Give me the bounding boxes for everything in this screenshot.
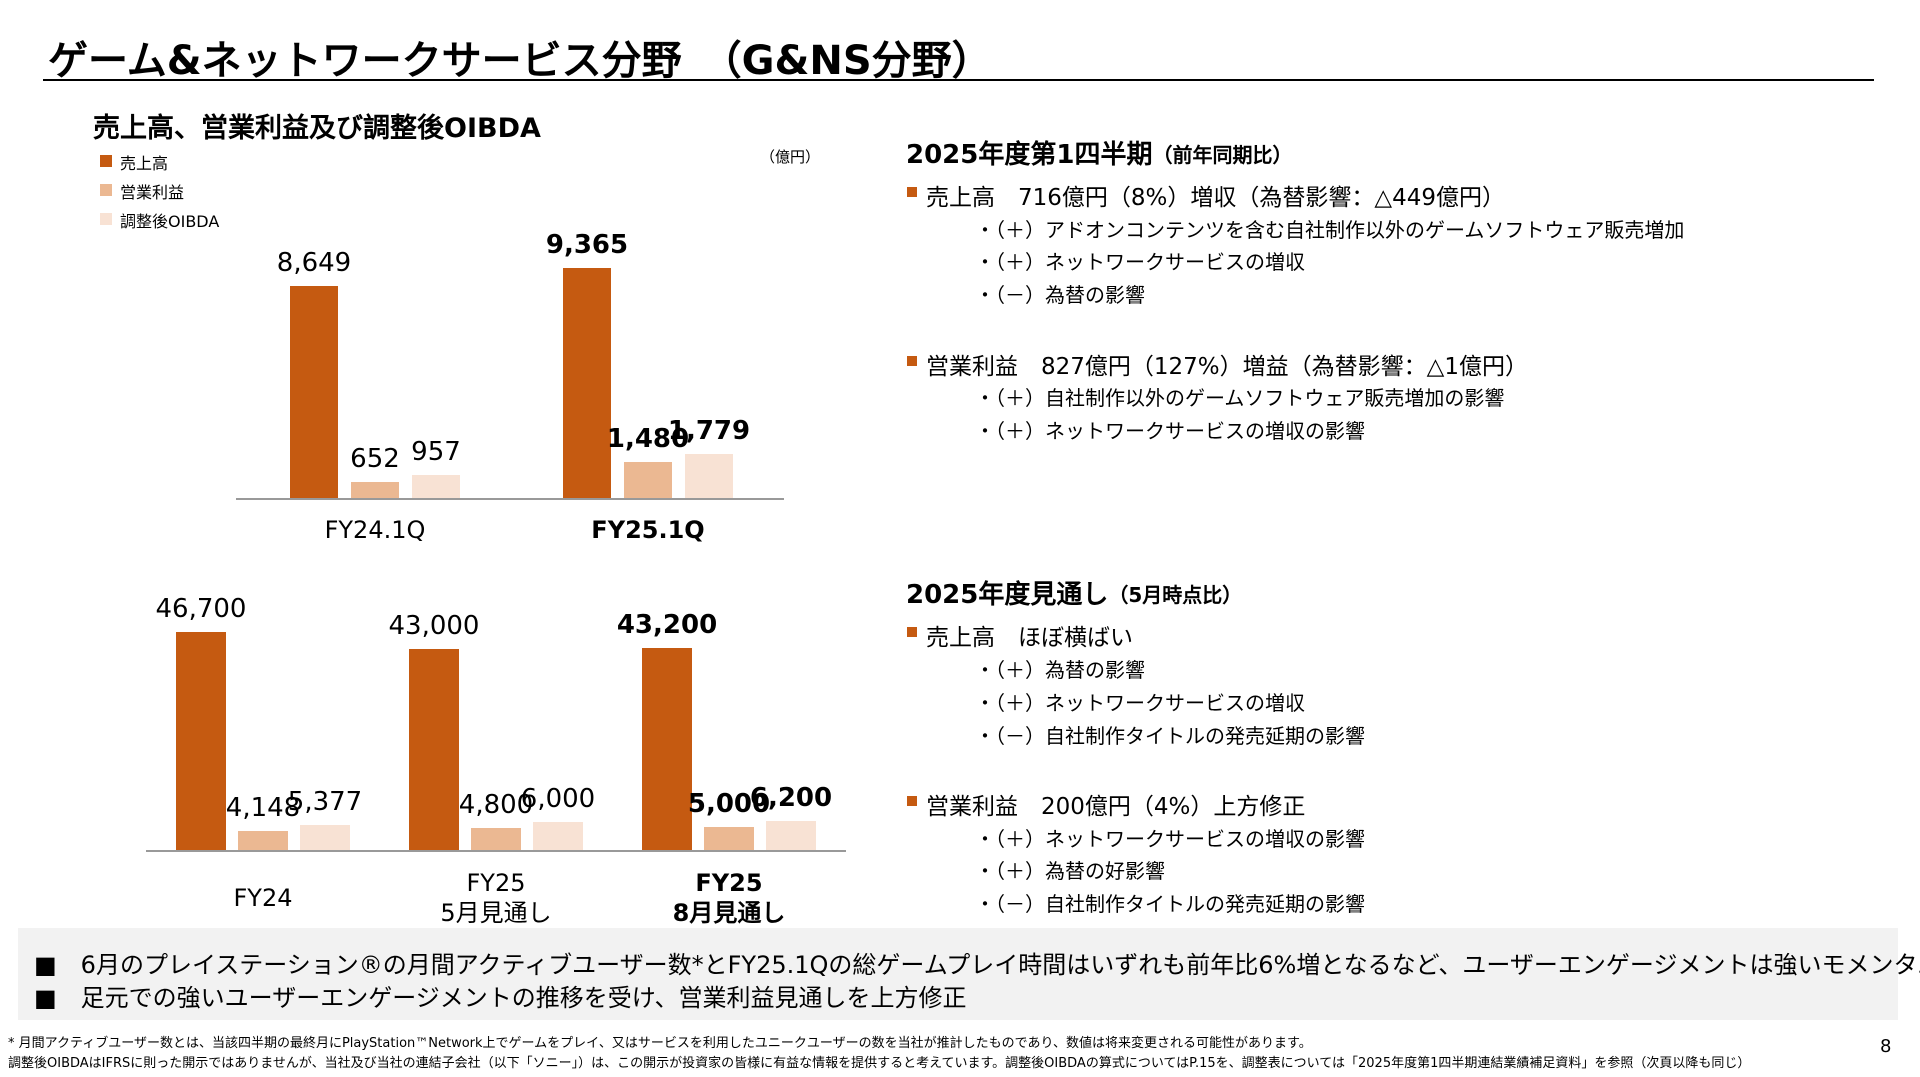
bullet-text: 営業利益 827億円（127%）増益（為替影響：△1億円） bbox=[926, 354, 1528, 380]
bullet-text: 売上高 ほぼ横ばい bbox=[926, 625, 1133, 651]
bar bbox=[409, 649, 459, 850]
bullet-marker bbox=[907, 356, 917, 366]
sub-item: ・（＋）自社制作以外のゲームソフトウェア販売増加の影響 bbox=[975, 386, 1505, 410]
sub-item: ・（－）為替の影響 bbox=[975, 283, 1145, 307]
axis-line bbox=[146, 850, 846, 852]
sub-item: ・（＋）ネットワークサービスの増収 bbox=[975, 250, 1305, 274]
legend-label: 売上高 bbox=[120, 154, 169, 173]
category-label: FY25 5月見通し bbox=[440, 869, 552, 927]
bar bbox=[290, 286, 338, 498]
value-label: 46,700 bbox=[155, 594, 247, 624]
bar bbox=[766, 821, 816, 850]
value-label: 4,148 bbox=[225, 792, 301, 823]
section-heading: 2025年度第1四半期 bbox=[906, 140, 1153, 170]
bullet-text: 売上高 716億円（8%）増収（為替影響：△449億円） bbox=[926, 185, 1505, 211]
summary-text: ■ 足元での強いユーザーエンゲージメントの推移を受け、営業利益見通しを上方修正 bbox=[34, 984, 967, 1012]
value-label: 1,779 bbox=[667, 416, 751, 447]
legend-swatch bbox=[100, 184, 112, 196]
chart-heading: 売上高、営業利益及び調整後OIBDA bbox=[93, 113, 541, 144]
category-label: FY25.1Q bbox=[591, 516, 705, 544]
value-label: 6,200 bbox=[749, 783, 833, 814]
section-note: （5月時点比） bbox=[1108, 583, 1243, 607]
bullet-marker bbox=[907, 187, 917, 197]
value-label: 6,000 bbox=[520, 783, 596, 814]
value-label: 5,377 bbox=[287, 786, 363, 817]
bar bbox=[685, 454, 733, 498]
bar bbox=[238, 830, 288, 850]
bar bbox=[642, 648, 692, 850]
title-rule bbox=[43, 79, 1874, 81]
section-note: （前年同期比） bbox=[1152, 143, 1293, 167]
value-label: 4,800 bbox=[458, 789, 534, 820]
value-label: 43,000 bbox=[388, 611, 480, 642]
bullet-marker bbox=[907, 796, 917, 806]
footnote: 調整後OIBDAはIFRSに則った開示ではありませんが、当社及び当社の連結子会社… bbox=[8, 1056, 1751, 1071]
bar bbox=[300, 824, 350, 850]
value-label: 43,200 bbox=[616, 610, 718, 641]
title: ゲーム&ネットワークサービス分野 （G&NS分野） bbox=[48, 38, 992, 84]
value-label: 1,480 bbox=[606, 423, 690, 454]
footnote: * 月間アクティブユーザー数とは、当該四半期の最終月にPlayStation™N… bbox=[8, 1036, 1312, 1051]
bullet-marker bbox=[907, 627, 917, 637]
summary-box bbox=[18, 928, 1898, 1020]
sub-item: ・（＋）ネットワークサービスの増収の影響 bbox=[975, 419, 1365, 443]
value-label: 8,649 bbox=[276, 248, 352, 278]
value-label: 5,000 bbox=[687, 788, 771, 819]
sub-item: ・（－）自社制作タイトルの発売延期の影響 bbox=[975, 892, 1365, 916]
value-label: 652 bbox=[350, 444, 400, 475]
axis-line bbox=[236, 498, 784, 500]
sub-item: ・（＋）ネットワークサービスの増収 bbox=[975, 691, 1305, 715]
bar bbox=[704, 826, 754, 850]
bullet-text: 営業利益 200億円（4%）上方修正 bbox=[926, 794, 1306, 820]
category-label: FY24 bbox=[233, 884, 293, 912]
sub-item: ・（＋）アドオンコンテンツを含む自社制作以外のゲームソフトウェア販売増加 bbox=[975, 218, 1685, 242]
category-label: FY25 8月見通し bbox=[672, 869, 786, 927]
bar bbox=[533, 821, 583, 850]
bar bbox=[471, 827, 521, 850]
category-label: FY24.1Q bbox=[324, 516, 426, 544]
legend-label: 営業利益 bbox=[120, 183, 185, 202]
bar bbox=[351, 482, 399, 498]
page-number: 8 bbox=[1880, 1036, 1892, 1057]
sub-item: ・（＋）為替の影響 bbox=[975, 658, 1145, 682]
section-heading: 2025年度見通し bbox=[906, 580, 1109, 610]
sub-item: ・（＋）ネットワークサービスの増収の影響 bbox=[975, 827, 1365, 851]
summary-text: ■ 6月のプレイステーション®の月間アクティブユーザー数*とFY25.1Qの総ゲ… bbox=[34, 951, 1920, 979]
unit-label: （億円） bbox=[760, 148, 821, 166]
bar bbox=[412, 474, 460, 498]
bar bbox=[176, 632, 226, 850]
legend-swatch bbox=[100, 155, 112, 167]
legend-swatch bbox=[100, 213, 112, 225]
legend-label: 調整後OIBDA bbox=[120, 212, 220, 231]
value-label: 9,365 bbox=[545, 230, 629, 261]
bar bbox=[563, 268, 611, 498]
bar bbox=[624, 461, 672, 498]
sub-item: ・（＋）為替の好影響 bbox=[975, 859, 1165, 883]
sub-item: ・（－）自社制作タイトルの発売延期の影響 bbox=[975, 724, 1365, 748]
value-label: 957 bbox=[411, 436, 461, 467]
